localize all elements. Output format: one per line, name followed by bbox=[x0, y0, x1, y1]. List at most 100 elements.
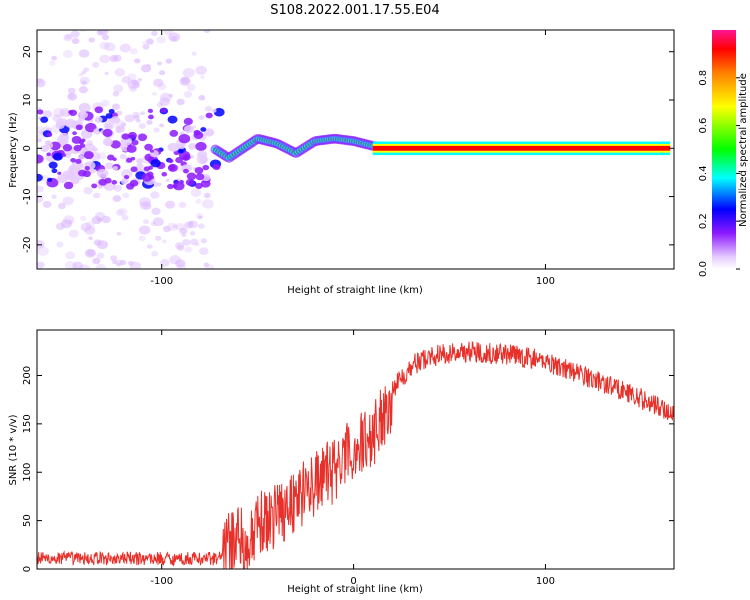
heatmap-cell bbox=[198, 247, 209, 256]
heatmap-cell bbox=[94, 106, 104, 114]
heatmap-cell bbox=[112, 91, 120, 97]
heatmap-cell bbox=[184, 221, 194, 229]
heatmap-cell bbox=[40, 174, 50, 182]
spectrogram-y-ticks: -20 -10 0 10 20 bbox=[22, 45, 674, 253]
heatmap-cell bbox=[95, 263, 106, 269]
heatmap-cell bbox=[203, 192, 211, 199]
x-tick-label: -100 bbox=[150, 276, 173, 287]
heatmap-cell bbox=[130, 166, 138, 173]
heatmap-cell bbox=[148, 114, 154, 120]
heatmap-cell bbox=[203, 30, 211, 34]
heatmap-cell bbox=[43, 110, 53, 118]
heatmap-cell bbox=[47, 177, 53, 182]
heatmap-cell bbox=[75, 158, 82, 164]
heatmap-cell bbox=[175, 242, 184, 250]
heatmap-cell bbox=[121, 214, 129, 221]
heatmap-cell bbox=[176, 98, 185, 106]
heatmap-cell bbox=[79, 76, 90, 85]
heatmap-cell bbox=[195, 141, 207, 151]
snr-y-label: SNR (10 * v/v) bbox=[8, 414, 19, 485]
heatmap-cell bbox=[158, 70, 166, 76]
heatmap-cell bbox=[123, 175, 130, 180]
heatmap-cell bbox=[96, 252, 105, 259]
heatmap-cell bbox=[96, 240, 109, 250]
heatmap-cell bbox=[151, 91, 157, 96]
heatmap-cell bbox=[195, 65, 207, 75]
y-tick-label: -10 bbox=[22, 188, 33, 204]
heatmap-cell bbox=[104, 177, 112, 184]
heatmap-cell bbox=[131, 79, 139, 86]
heatmap-cell bbox=[141, 64, 152, 73]
heatmap-cell bbox=[113, 184, 123, 192]
heatmap-cell bbox=[67, 87, 76, 94]
heatmap-cell bbox=[178, 201, 187, 209]
heatmap-cell bbox=[124, 114, 135, 123]
heatmap-cell bbox=[97, 185, 103, 189]
heatmap-cell bbox=[138, 122, 146, 129]
heatmap-cell bbox=[37, 185, 44, 193]
heatmap-cell bbox=[37, 126, 45, 134]
heatmap-cell bbox=[186, 83, 196, 91]
heatmap-cell bbox=[130, 156, 136, 161]
heatmap-cell bbox=[55, 121, 65, 129]
heatmap-cell bbox=[147, 108, 154, 113]
heatmap-cell bbox=[40, 116, 49, 123]
heatmap-cell bbox=[72, 261, 83, 269]
heatmap-cell bbox=[86, 140, 93, 146]
heatmap-cell bbox=[159, 97, 171, 106]
heatmap-cell bbox=[160, 259, 170, 267]
heatmap-cell bbox=[138, 235, 146, 242]
spectrogram-frame bbox=[36, 29, 675, 270]
heatmap-cell bbox=[182, 156, 189, 161]
heatmap-cell bbox=[143, 219, 150, 224]
heatmap-cell bbox=[197, 215, 203, 220]
heatmap-cell bbox=[94, 211, 106, 221]
heatmap-cell bbox=[198, 95, 206, 101]
heatmap-cell bbox=[156, 102, 164, 108]
heatmap-cell bbox=[177, 143, 185, 150]
heatmap-cell bbox=[148, 165, 153, 170]
x-tick-label: -100 bbox=[150, 576, 173, 587]
heatmap-cell bbox=[183, 168, 189, 174]
heatmap-cell bbox=[52, 152, 63, 161]
heatmap-cell bbox=[53, 107, 66, 118]
heatmap-cell bbox=[119, 259, 127, 266]
heatmap-cell bbox=[37, 261, 45, 269]
heatmap-cell bbox=[110, 116, 121, 124]
heatmap-cell bbox=[102, 128, 113, 137]
heatmap-cell bbox=[37, 246, 49, 256]
heatmap-cell bbox=[83, 151, 94, 160]
heatmap-cell bbox=[151, 207, 161, 216]
heatmap-cell bbox=[163, 30, 173, 36]
heatmap-cell bbox=[199, 157, 208, 165]
heatmap-cell bbox=[167, 115, 178, 124]
heatmap-cell bbox=[167, 142, 179, 152]
heatmap-cell bbox=[205, 112, 213, 119]
heatmap-cell bbox=[99, 41, 110, 50]
heatmap-cell bbox=[157, 182, 162, 187]
heatmap-cell bbox=[142, 41, 147, 45]
x-tick-label: 100 bbox=[536, 576, 555, 587]
heatmap-cell bbox=[138, 225, 151, 235]
heatmap-cell bbox=[65, 251, 76, 260]
heatmap-cell bbox=[189, 231, 196, 236]
heatmap-cell bbox=[102, 30, 107, 33]
heatmap-cell bbox=[146, 63, 152, 68]
heatmap-cell bbox=[91, 183, 98, 189]
heatmap-cell bbox=[189, 155, 195, 159]
heatmap-cell bbox=[165, 178, 170, 183]
heatmap-cell bbox=[78, 154, 85, 160]
heatmap-cell bbox=[136, 163, 144, 170]
heatmap-cell bbox=[161, 172, 168, 177]
heatmap-cell bbox=[68, 220, 73, 224]
y-tick-label: 200 bbox=[22, 366, 33, 385]
heatmap-cell bbox=[146, 244, 153, 249]
heatmap-cell bbox=[134, 58, 141, 64]
heatmap-cell bbox=[88, 37, 95, 43]
heatmap-cell bbox=[64, 152, 72, 158]
heatmap-cell bbox=[193, 131, 204, 140]
heatmap-band bbox=[372, 145, 671, 151]
heatmap-cell bbox=[186, 172, 197, 181]
heatmap-cell bbox=[37, 194, 44, 203]
figure-title: S108.2022.001.17.55.E04 bbox=[270, 3, 439, 18]
